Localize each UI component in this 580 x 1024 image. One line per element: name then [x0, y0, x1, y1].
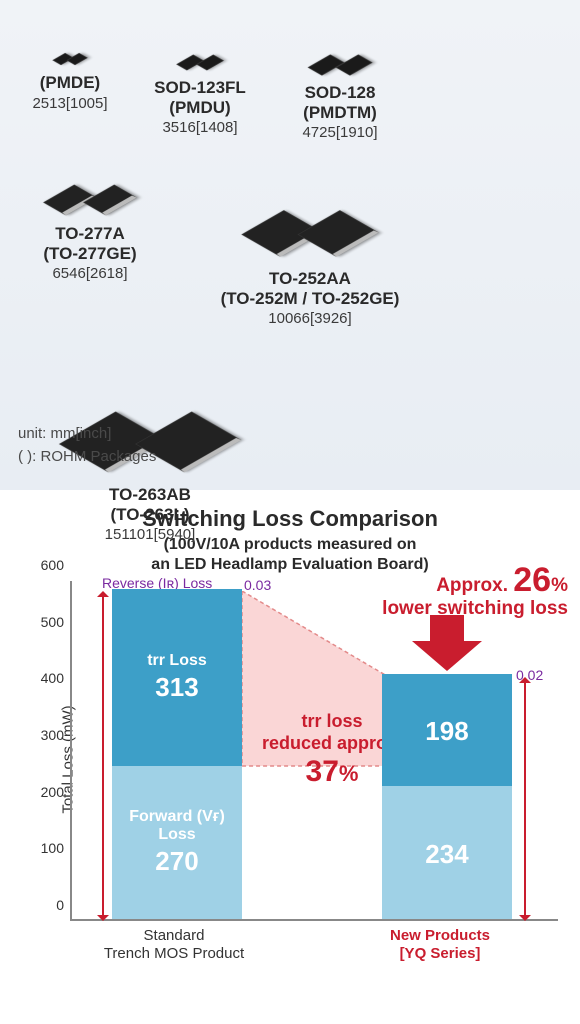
package-size: 4725[1910]	[302, 124, 377, 141]
package-image	[254, 151, 366, 261]
segment-fwd: 234	[382, 786, 512, 919]
y-tick: 100	[41, 840, 64, 856]
y-tick: 400	[41, 670, 64, 686]
package-3: TO-277A(TO-277GE) 6546[2618]	[15, 151, 165, 327]
y-axis: 0100200300400500600	[28, 581, 68, 921]
package-size: 3516[1408]	[162, 119, 237, 136]
y-tick: 600	[41, 557, 64, 573]
unit-legend: unit: mm[inch] ( ): ROHM Packages	[18, 423, 156, 468]
package-name: SOD-123FL(PMDU)	[154, 78, 246, 117]
main-callout: Approx. 26% lower switching loss	[268, 563, 568, 619]
package-panel: (PMDE) 2513[1005] SOD-123FL(PMDU) 3516[1408…	[0, 0, 580, 490]
chart-area: Total Loss (mW) 0100200300400500600 Reve…	[70, 581, 558, 971]
package-image	[50, 151, 130, 216]
segment-trr: 198	[382, 674, 512, 786]
package-0: (PMDE) 2513[1005]	[15, 20, 125, 141]
legend-unit: unit: mm[inch]	[18, 423, 156, 446]
segment-trr: trr Loss313	[112, 589, 242, 766]
plot-area: Reverse (Iʀ) Loss 0.03 0.02 Approx. 26% …	[70, 581, 558, 921]
y-tick: 500	[41, 614, 64, 630]
range-arrow-right	[524, 681, 526, 917]
package-size: 151101[5940]	[105, 526, 196, 543]
range-arrow-left	[102, 595, 104, 917]
package-name: TO-252AA(TO-252M / TO-252GE)	[221, 269, 400, 308]
category-label-2: New Products[YQ Series]	[360, 927, 520, 963]
package-size: 2513[1005]	[32, 95, 107, 112]
bar-1: 198234	[382, 674, 512, 919]
category-label-1: StandardTrench MOS Product	[94, 927, 254, 963]
package-size: 10066[3926]	[268, 310, 351, 327]
package-image	[56, 20, 84, 65]
y-tick: 0	[56, 897, 64, 913]
package-1: SOD-123FL(PMDU) 3516[1408]	[140, 20, 260, 141]
package-name: (PMDE)	[40, 73, 100, 93]
y-tick: 300	[41, 727, 64, 743]
segment-fwd: Forward (Vғ)Loss270	[112, 766, 242, 919]
package-size: 6546[2618]	[52, 265, 127, 282]
legend-paren: ( ): ROHM Packages	[18, 446, 156, 469]
package-name: SOD-128(PMDTM)	[303, 83, 377, 122]
package-4: TO-252AA(TO-252M / TO-252GE) 10066[3926]	[180, 151, 440, 327]
package-image	[180, 20, 220, 70]
chart-panel: Switching Loss Comparison (100V/10A prod…	[0, 490, 580, 991]
package-name: TO-263AB(TO-263L)	[109, 485, 191, 524]
package-name: TO-277A(TO-277GE)	[43, 224, 136, 263]
package-image	[312, 20, 368, 75]
bar-0: trr Loss313Forward (Vғ)Loss270	[112, 589, 242, 919]
y-tick: 200	[41, 784, 64, 800]
down-arrow-icon	[402, 615, 492, 675]
package-2: SOD-128(PMDTM) 4725[1910]	[275, 20, 405, 141]
